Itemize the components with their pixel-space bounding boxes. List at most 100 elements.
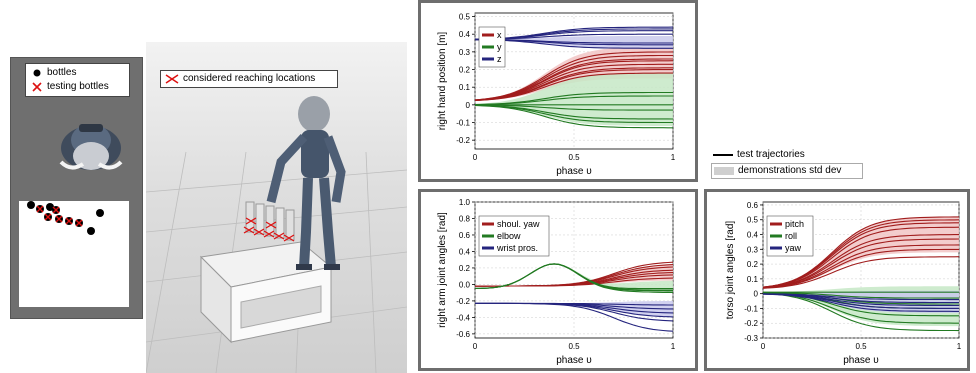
- x-axis-label: phase υ: [556, 355, 592, 366]
- cross-icon: [32, 82, 42, 92]
- top-view-panel: bottles testing bottles: [10, 57, 143, 319]
- tick-label-y: 0: [754, 290, 759, 299]
- tick-label-y: 0.0: [459, 280, 471, 289]
- legend-label: z: [497, 54, 502, 64]
- tick-label-y: 1.0: [459, 198, 471, 207]
- tick-label-x: 0.5: [568, 342, 580, 351]
- tick-label-y: 0.2: [747, 260, 759, 269]
- tick-label-x: 1: [671, 342, 676, 351]
- trajectory-line: [762, 293, 959, 312]
- tick-label-x: 0: [761, 342, 766, 351]
- tick-label-x: 1: [671, 153, 676, 162]
- chart-svg: 0.60.50.40.30.20.10-0.1-0.2-0.30 0.5 1phas…: [725, 201, 962, 366]
- legend-label: y: [497, 42, 502, 52]
- tick-label-y: -0.2: [744, 319, 758, 328]
- tick-label-y: 0.1: [459, 83, 471, 92]
- trajectory-line: [762, 238, 960, 289]
- tick-label-y: -0.1: [456, 119, 470, 128]
- scene-bottles: [243, 201, 295, 242]
- tick-label-x: 0: [473, 342, 478, 351]
- tick-label-x: 0: [473, 153, 478, 162]
- tick-label-y: 0.3: [459, 48, 471, 57]
- tick-label-y: 0: [466, 101, 471, 110]
- legend-label: pitch: [785, 219, 804, 229]
- legend-label: shoul. yaw: [497, 219, 540, 229]
- bottle-dots: [27, 201, 104, 235]
- tick-label-y: -0.3: [744, 334, 758, 343]
- trajectory-line: [475, 277, 674, 287]
- tick-label-y: -0.6: [456, 330, 470, 339]
- tick-label-y: -0.4: [456, 313, 470, 322]
- legend-label-bottles: bottles: [47, 67, 77, 78]
- trajectory-line: [762, 226, 960, 288]
- tick-label-y: -0.1: [744, 304, 758, 313]
- legend-label-test-trajectories: test trajectories: [737, 149, 805, 160]
- std-band-wrist-pros-: [475, 300, 673, 317]
- tick-label-y: 0.4: [747, 231, 759, 240]
- tick-label-y: -0.2: [456, 297, 470, 306]
- legend-label: x: [497, 30, 502, 40]
- scene-legend: considered reaching locations: [160, 70, 338, 88]
- tick-label-y: 0.6: [747, 201, 759, 210]
- top-view-legend: bottles testing bottles: [25, 63, 130, 97]
- chart-svg: 1.0 0.8 0.6 0.4 0.2 0.0 -0.2 -0.4 -0.60 0.5 1 phase…: [437, 198, 676, 366]
- trajectory-line: [474, 72, 673, 102]
- trajectory-line: [475, 33, 673, 40]
- trajectory-line: [474, 263, 674, 294]
- tick-label-y: 0.2: [459, 264, 471, 273]
- tick-label-y: 0.4: [459, 30, 471, 39]
- trajectory-line: [475, 104, 673, 111]
- tick-label-y: -0.2: [456, 136, 470, 145]
- testing-crosses: [36, 205, 83, 227]
- robot-top-view: [59, 124, 123, 170]
- tick-label-y: 0.5: [459, 13, 471, 22]
- legend-label-std-dev: demonstrations std dev: [738, 165, 842, 176]
- tick-label-y: 0.4: [459, 247, 471, 256]
- tick-label-x: 1: [957, 342, 962, 351]
- tick-label-y: 0.6: [459, 231, 471, 240]
- trajectory-line: [762, 234, 959, 289]
- trajectory-line: [475, 302, 674, 332]
- chart-legend: pitch roll yaw: [766, 215, 814, 257]
- trajectory-line: [762, 291, 959, 299]
- black-line-icon: [713, 154, 733, 156]
- std-band-y: [475, 73, 673, 127]
- legend-item-std-dev: demonstrations std dev: [711, 163, 863, 179]
- tick-label-y: 0.3: [747, 245, 759, 254]
- chart-arm-joint-angles: 1.0 0.8 0.6 0.4 0.2 0.0 -0.2 -0.4 -0.6 0 0.5 1 phase…: [418, 189, 698, 371]
- tick-label-y: 0.2: [459, 66, 471, 75]
- tick-label-y: 0.8: [459, 214, 471, 223]
- trajectory-line: [475, 39, 673, 49]
- trajectory-line: [762, 248, 959, 289]
- tick-label-x: 0.5: [855, 342, 867, 351]
- trajectory-legend: test trajectories demonstrations std dev: [711, 148, 865, 179]
- trajectory-line: [474, 95, 673, 106]
- y-axis-label: torso joint angles [rad]: [725, 221, 736, 320]
- x-axis-label: phase υ: [843, 355, 879, 366]
- scene-grid: [146, 96, 407, 373]
- gray-band-icon: [714, 167, 734, 175]
- x-axis-label: phase υ: [556, 166, 592, 177]
- simulation-scene: considered reaching locations: [146, 42, 407, 373]
- table: [199, 241, 333, 344]
- bottle-map-svg: [27, 201, 104, 235]
- trajectory-line: [474, 104, 673, 129]
- chart-torso-joint-angles: 0.6 0.5 0.4 0.3 0.2 0.1 0 -0.1 -0.2 -0.3 0 0.5 1 phas…: [704, 189, 970, 371]
- legend-label: roll: [785, 231, 797, 241]
- chart-legend: shoul. yaw elbow wrist pros.: [478, 215, 550, 257]
- trajectory-line: [762, 292, 960, 332]
- y-axis-label: right arm joint angles [rad]: [437, 212, 448, 328]
- dot-icon: [33, 69, 41, 77]
- tick-label-x: 0.5: [568, 153, 580, 162]
- legend-label-testing-bottles: testing bottles: [47, 81, 109, 92]
- trajectory-line: [474, 104, 673, 124]
- cross-icon: [165, 74, 179, 84]
- legend-label: elbow: [497, 231, 521, 241]
- scene-legend-label: considered reaching locations: [183, 73, 316, 84]
- trajectory-line: [762, 244, 960, 289]
- tick-label-y: 0.5: [747, 216, 759, 225]
- robot: [266, 96, 346, 270]
- legend-label: wrist pros.: [496, 243, 538, 253]
- tick-label-y: 0.1: [747, 275, 759, 284]
